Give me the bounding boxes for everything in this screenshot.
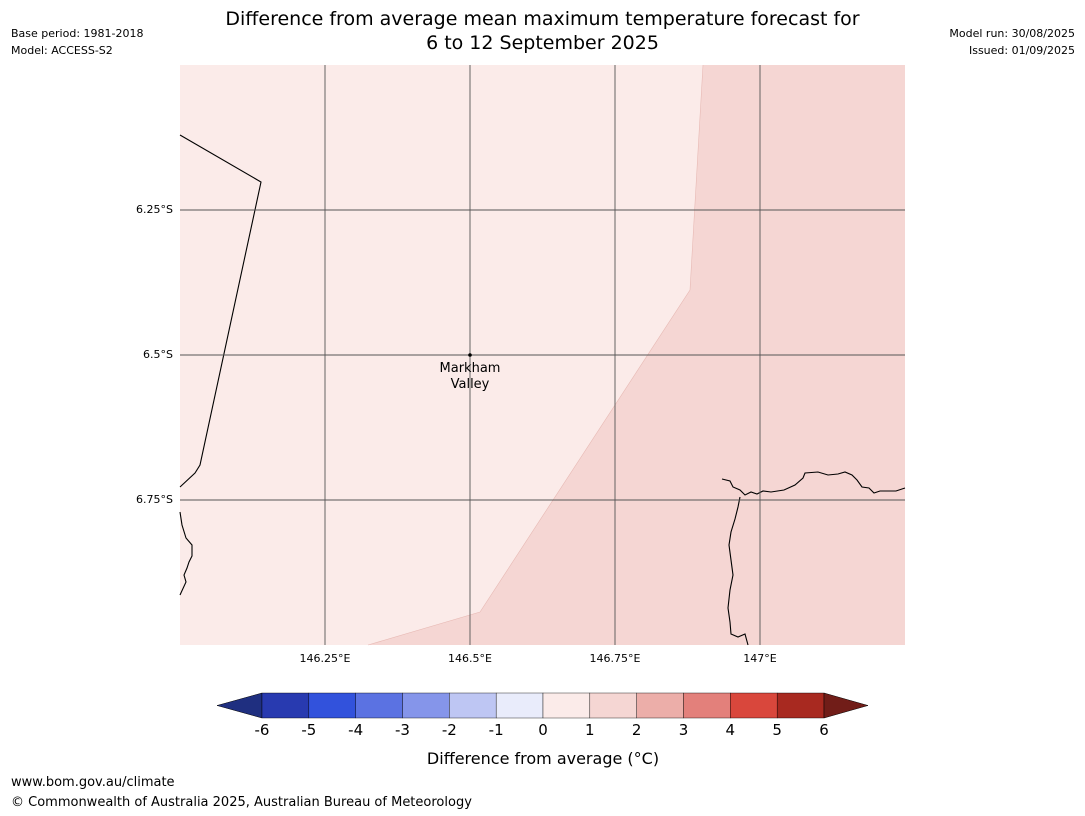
colorbar-swatch <box>730 692 778 719</box>
colorbar-tick-label: 0 <box>538 721 548 739</box>
colorbar-tick-label: -2 <box>442 721 457 739</box>
colorbar-tick-label: -3 <box>395 721 410 739</box>
lon-label: 147°E <box>743 652 776 665</box>
footer-copyright: © Commonwealth of Australia 2025, Austra… <box>11 795 472 810</box>
colorbar-tick-label: -6 <box>255 721 270 739</box>
border-line <box>179 134 262 488</box>
place-marker: Markham Valley <box>440 353 501 392</box>
colorbar-swatch <box>402 692 450 719</box>
lon-label: 146.5°E <box>448 652 492 665</box>
colorbar-tick-label: 4 <box>726 721 736 739</box>
legend-label: Difference from average (°C) <box>427 749 659 768</box>
colorbar-swatch <box>261 692 310 719</box>
lon-label: 146.25°E <box>300 652 351 665</box>
colorbar-swatch <box>355 692 403 719</box>
colorbar-swatch <box>589 692 637 719</box>
header-right: Model run: 30/08/2025 Issued: 01/09/2025 <box>949 25 1075 59</box>
colorbar-swatch <box>495 692 544 719</box>
lon-label: 146.75°E <box>590 652 641 665</box>
coastline-west <box>179 511 193 596</box>
place-dot <box>468 353 472 357</box>
colorbar-tick-label: 3 <box>679 721 689 739</box>
colorbar-swatch <box>542 692 591 719</box>
colorbar-tick-label: 2 <box>632 721 642 739</box>
colorbar-swatch <box>683 692 731 719</box>
colorbar-extend-high <box>823 692 869 719</box>
colorbar-legend: -6 -5 -4 -3 -2 -1 0 1 2 3 4 5 6 <box>216 692 869 739</box>
lat-label: 6.75°S <box>136 493 173 506</box>
colorbar-swatch <box>308 692 356 719</box>
model-text: Model: ACCESS-S2 <box>11 44 113 57</box>
footer-url: www.bom.gov.au/climate <box>11 775 175 790</box>
colorbar-swatch <box>449 692 497 719</box>
lat-label: 6.5°S <box>143 348 173 361</box>
lat-label: 6.25°S <box>136 203 173 216</box>
title-line-1: Difference from average mean maximum tem… <box>225 8 860 30</box>
coastline-east <box>721 471 906 496</box>
coastlines <box>179 134 906 646</box>
colorbar-tick-label: -4 <box>348 721 363 739</box>
colorbar-tick-label: 6 <box>819 721 829 739</box>
colorbar-tick-label: -5 <box>301 721 316 739</box>
header-left: Base period: 1981-2018 Model: ACCESS-S2 <box>11 25 143 59</box>
page-title: Difference from average mean maximum tem… <box>0 7 1085 55</box>
colorbar-swatch <box>776 692 825 719</box>
model-run-text: Model run: 30/08/2025 <box>949 27 1075 40</box>
colorbar-tick-label: 1 <box>585 721 595 739</box>
place-label-line-1: Markham <box>440 361 501 376</box>
issued-text: Issued: 01/09/2025 <box>968 44 1075 57</box>
title-line-2: 6 to 12 September 2025 <box>426 32 659 54</box>
contour-line <box>367 64 704 646</box>
colorbar-tick-label: -1 <box>489 721 504 739</box>
place-label-line-2: Valley <box>451 377 490 392</box>
base-period-text: Base period: 1981-2018 <box>11 27 144 40</box>
colorbar-extend-low <box>216 692 263 719</box>
colorbar-tick-label: 5 <box>772 721 782 739</box>
river-line <box>727 496 749 646</box>
colorbar-swatch <box>636 692 684 719</box>
